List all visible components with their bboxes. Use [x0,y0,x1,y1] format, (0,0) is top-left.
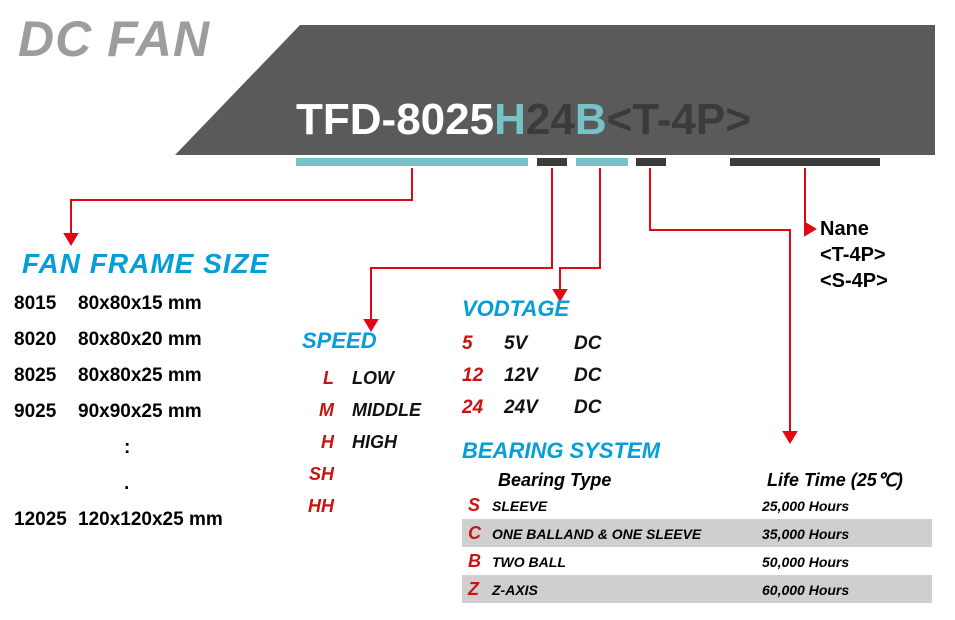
arrow-head-icon [784,432,796,442]
frame-size-title: FAN FRAME SIZE [22,248,269,280]
frame-size-row: 12025120x120x25 mm [14,502,223,538]
bearing-row: SSLEEVE25,000 Hours [462,491,932,519]
frame-size-dims: 80x80x20 mm [78,329,202,350]
frame-size-dims: 120x120x25 mm [78,509,223,530]
voltage-row: 2424VDC [462,392,601,424]
speed-row: L LOW [290,362,421,394]
speed-row: M MIDDLE [290,394,421,426]
frame-size-list: 801580x80x15 mm802080x80x20 mm802580x80x… [14,286,223,538]
speed-row: H HIGH [290,426,421,458]
suffix-option: <S-4P> [820,268,888,294]
bearing-title: BEARING SYSTEM [462,438,660,464]
bearing-code: S [462,491,492,519]
voltage-value: 12V [504,360,574,392]
part-number: TFD-8025H24B<T-4P> [296,95,751,145]
speed-list: L LOW M MIDDLE H HIGH SHHH [290,362,421,522]
bearing-row: BTWO BALL50,000 Hours [462,547,932,575]
part-number-underline [296,158,528,166]
part-number-underline [636,158,666,166]
bearing-life: 25,000 Hours [762,492,849,520]
speed-code: H [290,426,334,458]
speed-label: MIDDLE [352,400,421,420]
bearing-life: 60,000 Hours [762,576,849,604]
frame-size-dims: 80x80x15 mm [78,293,202,314]
suffix-option: <T-4P> [820,242,888,268]
part-number-segment: 24 [526,95,575,144]
bearing-life: 35,000 Hours [762,520,849,548]
frame-size-code: 8020 [14,322,78,358]
arrow-head-icon [65,234,77,244]
frame-size-row: 802580x80x25 mm [14,358,223,394]
bearing-header: Bearing Type Life Time (25℃) [462,470,932,491]
connector-line [560,168,600,290]
speed-title: SPEED [302,328,377,354]
frame-size-dims: 90x90x25 mm [78,401,202,422]
voltage-value: 24V [504,392,574,424]
connector-line [71,168,412,234]
voltage-dc: DC [574,333,601,354]
bearing-table: Bearing Type Life Time (25℃) SSLEEVE25,0… [462,470,932,603]
frame-size-row: . [14,466,223,502]
speed-code: HH [290,490,334,522]
voltage-dc: DC [574,397,601,418]
frame-size-code: 9025 [14,394,78,430]
voltage-title: VODTAGE [462,296,569,322]
bearing-name: SLEEVE [492,492,762,520]
voltage-code: 12 [462,360,504,392]
bearing-life: 50,000 Hours [762,548,849,576]
frame-size-row: : [14,430,223,466]
connector-line [650,168,790,432]
bearing-header-type: Bearing Type [462,470,762,491]
bearing-name: TWO BALL [492,548,762,576]
frame-size-dims: 80x80x25 mm [78,365,202,386]
suffix-title: Nane [820,216,888,242]
part-number-underline [730,158,880,166]
bearing-row: ZZ-AXIS60,000 Hours [462,575,932,603]
speed-label: HIGH [352,432,397,452]
bearing-name: ONE BALLAND & ONE SLEEVE [492,520,762,548]
speed-row: SH [290,458,421,490]
voltage-code: 5 [462,328,504,360]
frame-size-row: 802080x80x20 mm [14,322,223,358]
bearing-row: CONE BALLAND & ONE SLEEVE35,000 Hours [462,519,932,547]
voltage-dc: DC [574,365,601,386]
part-number-segment: H [494,95,526,144]
part-number-segment: <T-4P> [607,95,751,144]
bearing-code: B [462,547,492,575]
frame-size-row: 801580x80x15 mm [14,286,223,322]
part-number-segment: TFD- [296,95,396,144]
bearing-code: Z [462,575,492,603]
suffix-block: Nane <T-4P> <S-4P> [820,216,888,294]
part-number-segment: 8025 [396,95,494,144]
bearing-header-life: Life Time (25℃) [767,470,903,491]
frame-size-code: 12025 [14,502,78,538]
part-number-underline [576,158,628,166]
voltage-value: 5V [504,328,574,360]
bearing-code: C [462,519,492,547]
frame-size-row: 902590x90x25 mm [14,394,223,430]
bearing-name: Z-AXIS [492,576,762,604]
voltage-row: 1212VDC [462,360,601,392]
voltage-list: 55VDC1212VDC2424VDC [462,328,601,424]
speed-code: M [290,394,334,426]
speed-label: LOW [352,368,394,388]
voltage-code: 24 [462,392,504,424]
arrow-head-icon [805,223,815,235]
speed-code: L [290,362,334,394]
part-number-segment: B [575,95,607,144]
speed-code: SH [290,458,334,490]
frame-size-code: 8015 [14,286,78,322]
voltage-row: 55VDC [462,328,601,360]
part-number-underline [537,158,567,166]
frame-size-code: 8025 [14,358,78,394]
speed-row: HH [290,490,421,522]
